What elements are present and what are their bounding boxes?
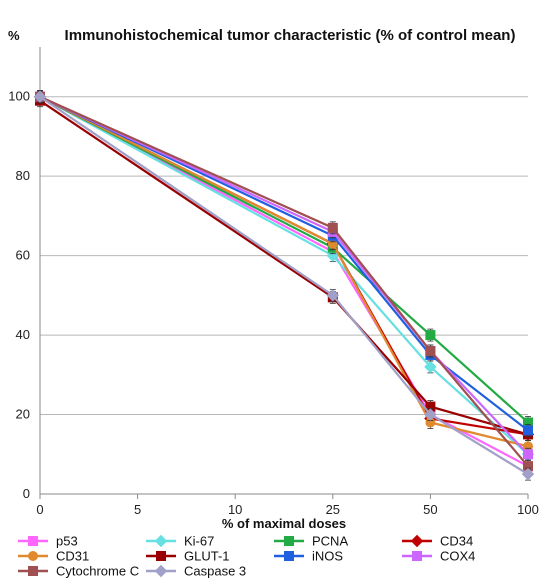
data-point	[523, 425, 533, 436]
x-tick-label: 50	[423, 502, 437, 517]
series-line	[39, 95, 529, 476]
axes: 0 20 40 60 80 100 0 5 10 25 50 100	[8, 47, 539, 517]
legend-marker	[284, 536, 294, 546]
y-tick-label: 60	[16, 248, 30, 263]
data-point	[326, 249, 340, 262]
x-tick-label: 10	[228, 502, 242, 517]
data-point	[424, 360, 437, 374]
legend-marker	[28, 536, 38, 546]
data-point	[326, 289, 340, 302]
x-tick-label: 5	[134, 502, 141, 517]
legend-item: Cytochrome C	[18, 564, 139, 579]
legend-label: CD34	[440, 534, 473, 549]
legend-marker	[410, 534, 424, 548]
legend-label: p53	[56, 534, 78, 549]
legend-item: p53	[18, 534, 78, 549]
data-point	[33, 90, 47, 103]
legend-marker	[154, 564, 168, 578]
data-point	[521, 467, 535, 481]
series-line	[39, 95, 529, 456]
legend-marker	[284, 551, 294, 561]
chart-title: Immunohistochemical tumor characteristic…	[65, 27, 516, 44]
legend-marker	[28, 551, 38, 561]
legend-label: COX4	[440, 549, 475, 564]
y-tick-label: 20	[16, 407, 30, 422]
legend-label: GLUT-1	[184, 549, 230, 564]
legend-marker	[412, 551, 422, 561]
legend-marker	[156, 551, 166, 561]
x-tick-label: 25	[326, 502, 340, 517]
legend-item: iNOS	[274, 549, 343, 564]
y-axis-title: %	[8, 28, 20, 43]
x-axis-title: % of maximal doses	[222, 516, 346, 531]
x-tick-label: 0	[36, 502, 43, 517]
data-point	[327, 222, 338, 233]
legend-label: Ki-67	[184, 534, 214, 549]
legend-label: Cytochrome C	[56, 564, 139, 579]
data-point	[523, 449, 533, 460]
legend: p53 Ki-67 PCNA CD34 CD31 GLUT-1 iNOS COX4 Cytoch…	[18, 534, 475, 579]
data-point	[424, 408, 437, 421]
legend-label: Caspase 3	[184, 564, 246, 579]
legend-item: CD31	[18, 549, 89, 564]
legend-item: GLUT-1	[146, 549, 230, 564]
legend-marker	[28, 566, 38, 576]
legend-label: PCNA	[312, 534, 348, 549]
legend-item: COX4	[402, 549, 475, 564]
series-line	[39, 99, 529, 436]
legend-item: CD34	[402, 534, 473, 549]
data-point	[425, 345, 436, 356]
legend-marker	[154, 534, 168, 548]
legend-item: Ki-67	[146, 534, 214, 549]
y-tick-label: 0	[23, 486, 30, 501]
legend-item: PCNA	[274, 534, 348, 549]
series-line	[39, 95, 529, 432]
y-tick-label: 40	[16, 327, 30, 342]
series-line	[39, 95, 529, 467]
y-tick-label: 80	[16, 168, 30, 183]
legend-label: iNOS	[312, 549, 343, 564]
legend-item: Caspase 3	[146, 564, 246, 579]
series-line	[39, 95, 529, 448]
y-tick-label: 100	[8, 89, 30, 104]
series-group	[33, 90, 535, 481]
series-line	[39, 95, 529, 456]
series-caspase-3	[33, 90, 535, 481]
x-tick-label: 100	[517, 502, 539, 517]
data-point	[425, 330, 436, 341]
legend-label: CD31	[56, 549, 89, 564]
